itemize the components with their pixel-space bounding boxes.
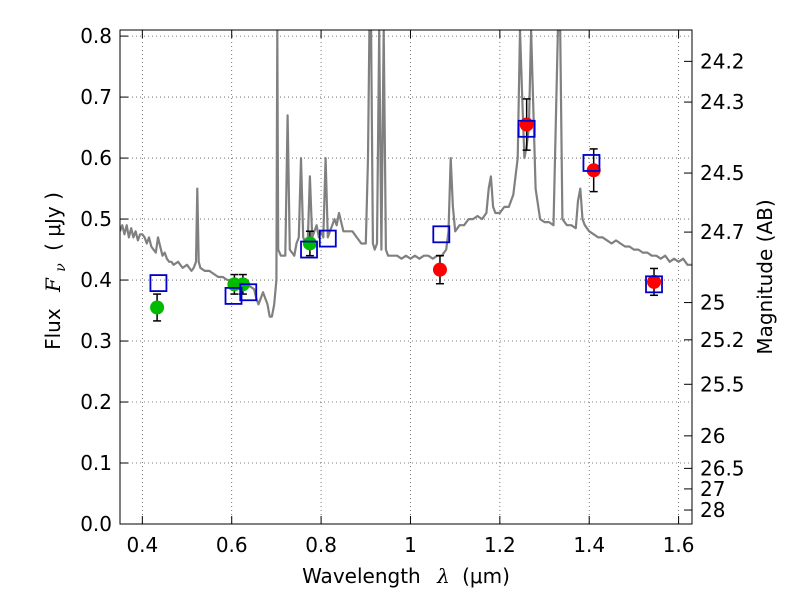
model-photometry-square: [582, 154, 601, 172]
x-axis-title: Wavelength λ (μm): [302, 564, 510, 588]
x-tick-label: 0.8: [305, 533, 337, 557]
y2-tick-label: 25: [700, 291, 725, 315]
y-axis-unit: ( μJy ): [41, 192, 65, 251]
model-photometry-square: [300, 240, 318, 259]
x-tick-label: 0.6: [216, 533, 248, 557]
y-axis-subscript: ν: [53, 263, 69, 272]
observed-point: [647, 274, 662, 289]
y2-tick-label: 24.2: [700, 49, 745, 73]
y-axis-symbol: F: [41, 277, 65, 293]
y2-tick-label: 24.5: [700, 161, 745, 185]
model-photometry-square: [318, 229, 337, 248]
model-photometry-square: [432, 225, 451, 244]
observed-point: [302, 236, 317, 251]
observed-point: [519, 117, 534, 132]
x-tick-label: 1: [404, 533, 417, 557]
x-tick-label: 1.2: [484, 533, 516, 557]
model-photometry-square: [149, 274, 168, 292]
model-photometry-square: [239, 283, 258, 302]
y-axis-label: Flux: [41, 308, 65, 350]
observed-point: [432, 262, 447, 277]
marker-layer: [149, 98, 663, 322]
sed-model-line: [120, 30, 692, 318]
y2-tick-label: 24.3: [700, 90, 745, 114]
y2-tick-label: 25.5: [700, 372, 745, 396]
y-tick-label: 0.0: [80, 512, 112, 536]
sed-line-layer: [120, 30, 692, 318]
y-tick-label: 0.7: [80, 85, 112, 109]
y-tick-label: 0.4: [80, 268, 112, 292]
y2-tick-label: 28: [700, 498, 725, 522]
y2-tick-label: 24.7: [700, 220, 745, 244]
x-tick-label: 0.4: [126, 533, 158, 557]
model-photometry-square: [645, 275, 663, 294]
x-axis-label: Wavelength: [302, 564, 421, 588]
model-photometry-square: [224, 287, 243, 305]
y2-tick-label: 26: [700, 424, 725, 448]
y-axis-title: Flux F ν ( μJy ): [41, 192, 70, 350]
y2-tick-label: 26.5: [700, 456, 745, 480]
y-tick-label: 0.3: [80, 329, 112, 353]
model-photometry-square: [517, 119, 536, 138]
y2-tick-label: 27: [700, 477, 725, 501]
y-tick-label: 0.1: [80, 451, 112, 475]
plot-frame: [119, 29, 693, 525]
tick-layer: 0.4 0.6 0.8 1 1.2 1.4 1.6 0.0 0.1 0.2 0.3 0.4 0.5 0.6…: [80, 24, 744, 557]
y-tick-label: 0.6: [80, 146, 112, 170]
observed-point: [150, 300, 165, 315]
y2-tick-label: 25.2: [700, 328, 745, 352]
x-tick-label: 1.4: [573, 533, 605, 557]
y-tick-label: 0.2: [80, 390, 112, 414]
y2-axis-title: Magnitude (AB): [753, 199, 777, 354]
x-axis-symbol: λ: [436, 564, 450, 588]
y-tick-label: 0.8: [80, 24, 112, 48]
y-tick-label: 0.5: [80, 207, 112, 231]
x-tick-label: 1.6: [663, 533, 695, 557]
x-axis-unit: (μm): [462, 564, 510, 588]
